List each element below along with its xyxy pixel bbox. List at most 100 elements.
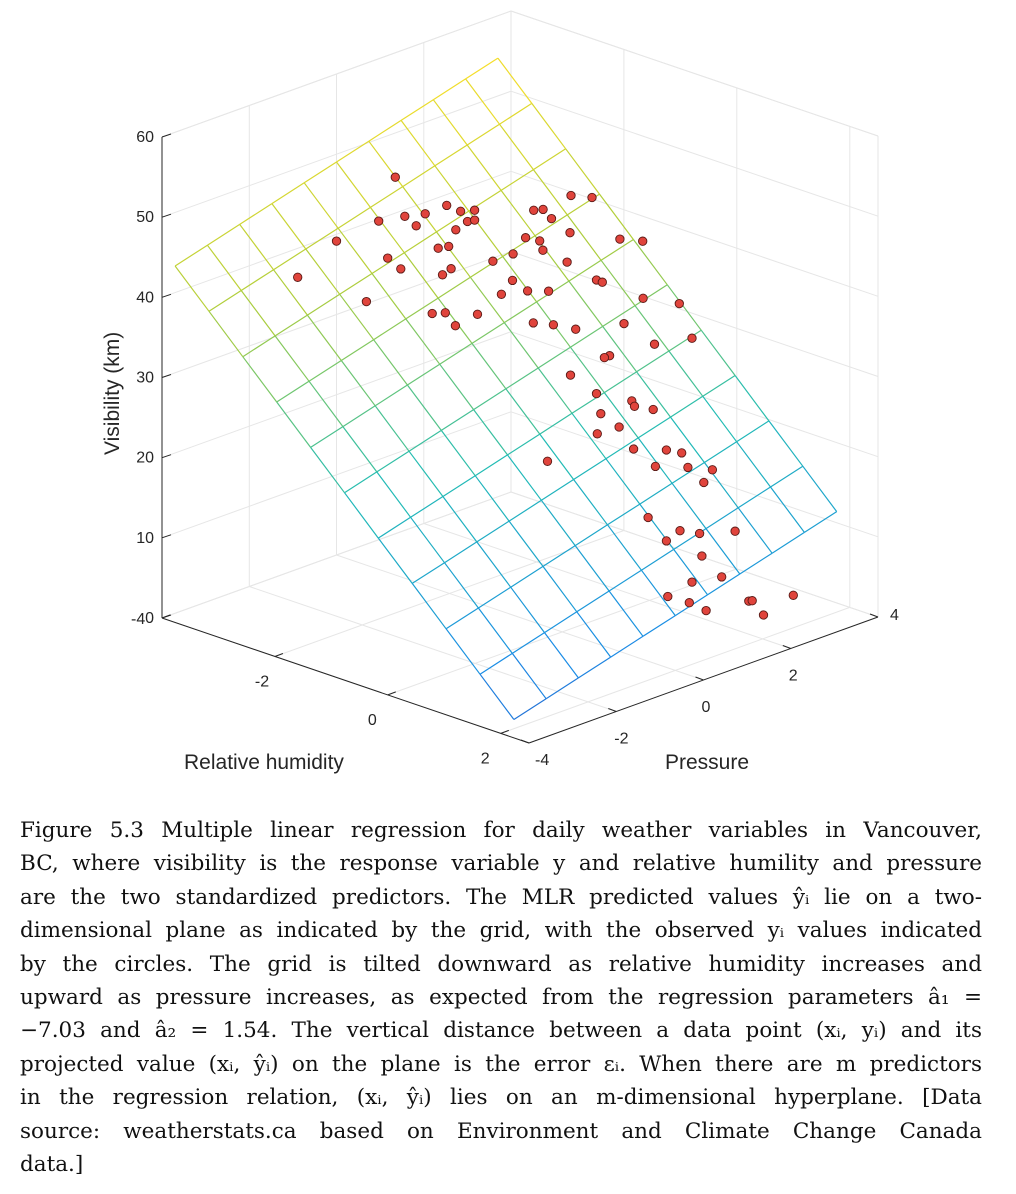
plane-mesh-segment (605, 437, 639, 460)
plane-mesh-segment (636, 350, 670, 373)
z-tick-label: 50 (136, 209, 154, 226)
plane-mesh-segment (640, 569, 676, 616)
plane-mesh-segment (374, 384, 408, 407)
data-point (496, 289, 507, 299)
plane-mesh-segment (339, 272, 373, 295)
axes (161, 133, 879, 744)
plane-mesh-segment (466, 123, 500, 146)
data-point (538, 204, 548, 215)
data-point (638, 236, 648, 246)
y-tick-label: 4 (890, 607, 899, 624)
plane-mesh-segment (511, 653, 547, 700)
plane-mesh-segment (476, 541, 512, 588)
floor-gridline (387, 568, 737, 696)
data-point (383, 253, 393, 263)
caption-line: Figure 5.3 Multiple linear regression fo… (20, 818, 982, 843)
plane-mesh-segment (539, 412, 573, 435)
data-point (661, 536, 672, 546)
plane-mesh-segment (470, 255, 504, 278)
plane-mesh-segment (305, 227, 339, 250)
y-tick-label: 0 (702, 699, 711, 716)
plane-mesh-segment (702, 395, 738, 443)
plane-mesh-segment (603, 392, 639, 439)
data-point (433, 243, 443, 253)
plane-mesh-segment (207, 223, 241, 246)
z-tick-label: 20 (136, 450, 154, 467)
caption-line: projected value (xᵢ, ŷᵢ) on the plane is… (20, 1051, 982, 1077)
plane-mesh-segment (342, 405, 376, 428)
floor-gridline (161, 491, 512, 619)
plane-mesh-segment (576, 611, 612, 658)
data-point (747, 596, 757, 606)
data-point (697, 551, 707, 561)
x-tick-label: -4 (131, 611, 145, 628)
plane-mesh-segment (668, 350, 704, 397)
data-point (648, 404, 658, 415)
plane-mesh-segment (508, 520, 544, 567)
plane-mesh-segment (471, 322, 505, 344)
plane-mesh-segment (434, 144, 468, 167)
plane-mesh-segment (505, 388, 541, 435)
data-point (520, 233, 531, 243)
plane-mesh-segment (273, 248, 307, 271)
data-point (629, 401, 640, 411)
plane-mesh-segment (337, 227, 373, 274)
plane-mesh-segment (465, 57, 499, 80)
y-tick (695, 676, 704, 681)
plane-mesh-segment (610, 635, 644, 658)
plane-mesh-segment (239, 224, 274, 271)
plane-mesh-segment (440, 409, 474, 431)
plane-mesh-segment (565, 148, 600, 195)
background-grid (161, 10, 879, 744)
caption-line: in the regression relation, (xᵢ, ŷᵢ) lie… (20, 1085, 982, 1111)
data-point (528, 318, 538, 328)
plane-mesh-segment (700, 329, 736, 376)
plane-mesh-segment (574, 524, 608, 547)
data-point (599, 352, 610, 363)
plane-mesh-segment (637, 416, 671, 439)
plane-mesh-segment (704, 441, 737, 464)
plane-mesh-segment (502, 235, 536, 258)
plane-mesh-segment (368, 119, 402, 142)
plane-mesh-segment (306, 314, 342, 361)
data-point (543, 286, 554, 296)
side-wall-gridline (510, 251, 879, 377)
plane-mesh-segment (534, 214, 568, 237)
data-point (293, 272, 303, 282)
floor-gridline (423, 523, 791, 649)
plane-mesh-segment (439, 363, 475, 410)
z-tick-label: 40 (136, 289, 154, 306)
plane-mesh-segment (573, 458, 607, 481)
data-points (293, 172, 798, 620)
plane-mesh-segment (668, 329, 702, 352)
data-point (730, 526, 740, 536)
plane-mesh-segment (771, 531, 805, 554)
plane-mesh-segment (465, 78, 500, 125)
data-point (469, 215, 480, 225)
data-point (587, 192, 597, 203)
data-point (677, 448, 687, 458)
plane-mesh-segment (242, 356, 278, 403)
plane-mesh-segment (473, 409, 508, 456)
plane-mesh-segment (605, 458, 641, 505)
plane-mesh-segment (408, 450, 444, 497)
data-point (472, 309, 483, 319)
plane-mesh-segment (437, 297, 473, 344)
plane-mesh-segment (307, 293, 341, 316)
side-wall-gridline (510, 90, 879, 217)
plane-mesh-segment (310, 447, 345, 494)
z-tick (161, 454, 172, 459)
y-axis-label: Pressure (665, 751, 749, 774)
plane-mesh-segment (636, 371, 671, 418)
plane-mesh-segment (578, 656, 612, 679)
plane-mesh-segment (607, 503, 641, 526)
caption-line: are the two standardized predictors. The… (20, 884, 982, 910)
data-point (687, 333, 697, 343)
floor-gridline (249, 586, 617, 712)
plane-mesh-segment (432, 78, 466, 101)
plane-mesh-segment (274, 335, 310, 382)
plane-mesh-segment (568, 259, 602, 282)
data-point (522, 286, 533, 296)
plane-mesh-segment (737, 507, 773, 554)
data-point (707, 465, 718, 475)
